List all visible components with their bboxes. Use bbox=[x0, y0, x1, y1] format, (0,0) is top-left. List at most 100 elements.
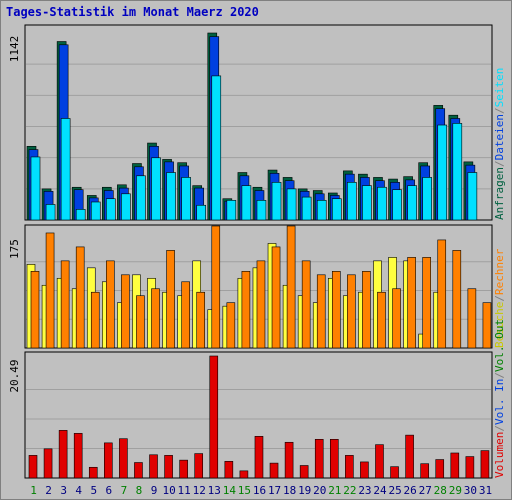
bar-seiten-day-11 bbox=[181, 177, 191, 221]
right-legend-hits-panel: Anfragen/Dateien/Seiten bbox=[493, 68, 506, 220]
bar-seiten-day-30 bbox=[467, 172, 478, 221]
bar-seiten-day-8 bbox=[136, 175, 146, 221]
bar-rechner-day-11 bbox=[181, 281, 190, 349]
legend-besuche: Besuche bbox=[493, 302, 506, 348]
legend-vol-out: Vol. Out bbox=[493, 319, 506, 372]
bar-rechner-day-14 bbox=[226, 302, 236, 349]
chart-title: Tages-Statistik im Monat Maerz 2020 bbox=[6, 5, 259, 19]
bar-rechner-day-21 bbox=[331, 271, 341, 349]
bar-volumen-day-19 bbox=[299, 465, 309, 479]
bar-rechner-day-20 bbox=[316, 274, 326, 349]
bar-rechner-day-6 bbox=[106, 260, 115, 349]
y-axis-max-label: 20.49 bbox=[8, 359, 21, 392]
x-axis-labels: 1 2 3 4 5 6 7 8 9 10 11 12 13 14 15 16 17 18 19 20 21 22 23 24 2… bbox=[30, 484, 492, 497]
visits-panel: 175 Besuche/Rechner bbox=[8, 224, 506, 349]
bar-volumen-day-9 bbox=[149, 454, 158, 479]
x-label-day-9: 9 bbox=[151, 484, 158, 497]
bar-seiten-day-21 bbox=[331, 198, 342, 221]
bar-rechner-day-31 bbox=[482, 302, 492, 349]
bar-rechner-day-16 bbox=[256, 260, 266, 349]
bar-volumen-day-22 bbox=[345, 455, 354, 479]
bar-seiten-day-17 bbox=[271, 182, 282, 221]
x-label-day-29: 29 bbox=[449, 484, 462, 497]
legend-rechner: Rechner bbox=[493, 248, 506, 295]
bar-rechner-day-3 bbox=[60, 260, 70, 349]
bar-rechner-day-28 bbox=[437, 239, 447, 349]
bar-volumen-day-29 bbox=[450, 452, 460, 479]
bar-volumen-day-12 bbox=[194, 453, 204, 479]
bar-seiten-day-20 bbox=[316, 200, 327, 221]
x-label-day-18: 18 bbox=[283, 484, 296, 497]
bar-seiten-day-19 bbox=[301, 196, 312, 221]
bar-volumen-day-18 bbox=[284, 441, 294, 479]
x-label-day-19: 19 bbox=[298, 484, 311, 497]
x-label-day-13: 13 bbox=[208, 484, 221, 497]
bar-rechner-day-29 bbox=[452, 250, 462, 349]
bar-volumen-day-20 bbox=[314, 438, 324, 479]
bar-rechner-day-1 bbox=[30, 271, 40, 349]
x-label-day-26: 26 bbox=[404, 484, 417, 497]
chart-panels: 1142Anfragen/Dateien/Seiten175Besuche/Re… bbox=[8, 24, 506, 479]
hits-panel: 1142 Anfragen/Dateien/Seiten bbox=[8, 24, 506, 221]
bar-seiten-day-18 bbox=[286, 188, 297, 221]
bar-volumen-day-26 bbox=[405, 434, 414, 479]
bar-volumen-day-23 bbox=[360, 461, 369, 479]
bar-volumen-day-17 bbox=[269, 462, 279, 479]
x-label-day-23: 23 bbox=[358, 484, 371, 497]
bar-rechner-day-12 bbox=[196, 291, 206, 349]
x-label-day-16: 16 bbox=[253, 484, 266, 497]
bar-rechner-day-26 bbox=[407, 257, 416, 349]
bar-seiten-day-4 bbox=[75, 209, 86, 221]
right-legend-visits-panel: Besuche/Rechner bbox=[493, 248, 506, 348]
bar-seiten-day-2 bbox=[45, 204, 56, 221]
x-label-day-2: 2 bbox=[45, 484, 52, 497]
x-label-day-21: 21 bbox=[328, 484, 341, 497]
bar-volumen-day-25 bbox=[390, 466, 399, 479]
bar-volumen-day-7 bbox=[119, 438, 128, 479]
bar-seiten-day-16 bbox=[256, 200, 267, 221]
bar-rechner-day-18 bbox=[286, 225, 296, 349]
y-axis-max-label: 175 bbox=[8, 239, 21, 259]
bar-volumen-day-1 bbox=[28, 455, 38, 479]
x-label-day-20: 20 bbox=[313, 484, 326, 497]
x-label-day-28: 28 bbox=[434, 484, 447, 497]
bar-rechner-day-24 bbox=[377, 291, 386, 349]
x-label-day-30: 30 bbox=[464, 484, 477, 497]
bar-volumen-day-28 bbox=[435, 459, 445, 479]
x-label-day-14: 14 bbox=[223, 484, 237, 497]
x-label-day-3: 3 bbox=[60, 484, 67, 497]
y-axis-max-label: 1142 bbox=[8, 36, 21, 63]
bar-seiten-day-29 bbox=[452, 123, 463, 221]
bar-volumen-day-31 bbox=[480, 450, 490, 479]
x-label-day-27: 27 bbox=[419, 484, 432, 497]
x-label-day-12: 12 bbox=[193, 484, 206, 497]
bar-seiten-day-9 bbox=[151, 157, 161, 221]
bar-seiten-day-7 bbox=[121, 193, 131, 221]
bar-seiten-day-28 bbox=[437, 124, 448, 221]
bar-volumen-day-11 bbox=[179, 459, 188, 479]
bar-rechner-day-8 bbox=[136, 295, 145, 349]
x-label-day-15: 15 bbox=[238, 484, 251, 497]
bar-rechner-day-17 bbox=[271, 246, 281, 349]
legend-separator: / bbox=[493, 372, 506, 379]
bar-volumen-day-14 bbox=[224, 461, 234, 479]
x-label-day-31: 31 bbox=[479, 484, 492, 497]
bar-seiten-day-26 bbox=[407, 185, 417, 221]
bar-rechner-day-4 bbox=[75, 246, 85, 349]
bar-volumen-day-21 bbox=[329, 438, 339, 479]
bar-volumen-day-16 bbox=[254, 436, 264, 479]
bar-seiten-day-3 bbox=[60, 118, 71, 221]
x-label-day-17: 17 bbox=[268, 484, 281, 497]
legend-separator: / bbox=[493, 160, 506, 167]
bar-rechner-day-30 bbox=[467, 288, 477, 349]
bar-rechner-day-7 bbox=[121, 274, 130, 349]
bar-volumen-day-27 bbox=[420, 463, 429, 479]
bar-volumen-day-24 bbox=[375, 444, 384, 479]
bar-seiten-day-15 bbox=[241, 185, 252, 221]
x-label-day-1: 1 bbox=[30, 484, 37, 497]
bar-rechner-day-5 bbox=[90, 291, 100, 349]
x-label-day-7: 7 bbox=[121, 484, 128, 497]
bar-seiten-day-22 bbox=[347, 182, 357, 221]
